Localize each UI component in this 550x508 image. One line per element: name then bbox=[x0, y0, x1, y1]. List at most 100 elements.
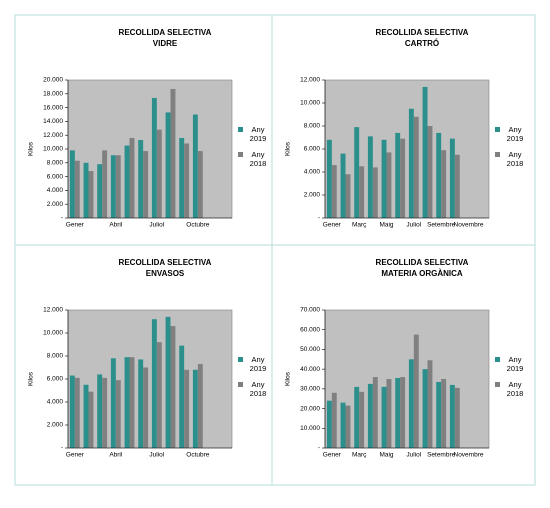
bar bbox=[129, 357, 135, 448]
bar bbox=[74, 377, 80, 448]
bar bbox=[359, 166, 365, 218]
y-axis-label: Kilos bbox=[28, 141, 35, 156]
y-tick-label: 6.000 bbox=[304, 146, 321, 153]
legend-label: Any 2018 bbox=[506, 150, 524, 168]
bar bbox=[138, 140, 144, 218]
bar bbox=[156, 342, 162, 448]
y-tick-label: 2.000 bbox=[47, 201, 64, 208]
bar bbox=[408, 359, 414, 448]
plot-area bbox=[324, 79, 490, 219]
bar bbox=[143, 151, 149, 218]
bar bbox=[192, 369, 198, 448]
chart-subtitle: VIDRE bbox=[153, 39, 178, 48]
bar bbox=[400, 377, 406, 448]
bar bbox=[83, 162, 89, 218]
y-tick-label: - bbox=[61, 215, 63, 222]
legend-label: Any 2019 bbox=[249, 355, 267, 373]
chart-title: RECOLLIDA SELECTIVA bbox=[119, 28, 212, 37]
y-tick-label: - bbox=[61, 445, 63, 452]
bar bbox=[97, 164, 103, 218]
bar bbox=[449, 138, 455, 218]
legend-swatch bbox=[238, 357, 243, 362]
bar bbox=[413, 116, 419, 218]
x-tick-label: Octubre bbox=[186, 452, 210, 459]
y-tick-label: 60.000 bbox=[300, 326, 320, 333]
bar bbox=[184, 369, 190, 448]
legend-label: Any 2018 bbox=[249, 150, 267, 168]
x-tick-label: Juliol bbox=[406, 452, 421, 459]
bar bbox=[192, 114, 198, 218]
bar bbox=[83, 384, 89, 448]
bar bbox=[143, 367, 149, 448]
bar bbox=[197, 151, 203, 218]
y-axis-label: Kilos bbox=[285, 141, 292, 156]
bar bbox=[326, 400, 332, 448]
plot-area bbox=[67, 309, 233, 449]
bar bbox=[151, 319, 157, 448]
y-tick-label: 10.000 bbox=[300, 100, 320, 107]
y-tick-label: 2.000 bbox=[304, 192, 321, 199]
bar bbox=[69, 150, 75, 218]
bar bbox=[97, 374, 103, 448]
x-tick-label: Novembre bbox=[454, 452, 484, 459]
y-tick-label: 4.000 bbox=[304, 169, 321, 176]
x-tick-label: Gener bbox=[66, 452, 85, 459]
y-tick-label: - bbox=[318, 445, 320, 452]
chart-subtitle: MATERIA ORGÀNICA bbox=[381, 269, 463, 278]
bar bbox=[345, 174, 351, 218]
legend-entry: Any 2018 bbox=[507, 380, 524, 398]
bar bbox=[138, 359, 144, 448]
y-tick-label: 30.000 bbox=[300, 386, 320, 393]
y-tick-label: 2.000 bbox=[47, 422, 64, 429]
bar bbox=[115, 155, 121, 218]
x-tick-label: Juliol bbox=[149, 222, 164, 229]
bar bbox=[413, 334, 419, 448]
bar bbox=[69, 375, 75, 448]
x-tick-label: Març bbox=[352, 452, 367, 459]
bar bbox=[400, 138, 406, 218]
bar bbox=[115, 380, 121, 448]
bar bbox=[88, 391, 94, 448]
bar bbox=[408, 108, 414, 218]
bar bbox=[170, 326, 176, 448]
x-tick-label: Gener bbox=[323, 452, 342, 459]
bar bbox=[381, 386, 387, 448]
bar bbox=[184, 143, 190, 218]
bar bbox=[436, 381, 442, 448]
y-tick-label: 16.000 bbox=[43, 104, 63, 111]
chart-title: RECOLLIDA SELECTIVA bbox=[376, 28, 469, 37]
bar bbox=[395, 378, 401, 448]
bar bbox=[156, 129, 162, 218]
x-tick-label: Març bbox=[352, 222, 367, 229]
bar bbox=[354, 386, 360, 448]
bar bbox=[372, 377, 378, 448]
y-tick-label: 8.000 bbox=[47, 353, 64, 360]
y-tick-label: 4.000 bbox=[47, 187, 64, 194]
legend-swatch bbox=[238, 152, 243, 157]
bar bbox=[179, 137, 185, 218]
bar bbox=[386, 152, 392, 218]
y-tick-label: 14.000 bbox=[43, 118, 63, 125]
legend-label: Any 2018 bbox=[249, 380, 267, 398]
chart-subtitle: CARTRÓ bbox=[405, 39, 439, 48]
bar bbox=[354, 127, 360, 218]
y-tick-label: 8.000 bbox=[47, 160, 64, 167]
x-tick-label: Abril bbox=[109, 222, 123, 229]
bar bbox=[179, 345, 185, 448]
bar bbox=[170, 88, 176, 218]
bar bbox=[165, 112, 171, 218]
legend-label: Any 2019 bbox=[506, 125, 524, 143]
legend-label: Any 2019 bbox=[249, 125, 267, 143]
x-tick-label: Maig bbox=[379, 452, 393, 459]
bar bbox=[124, 357, 130, 448]
bar bbox=[454, 154, 460, 218]
y-tick-label: 8.000 bbox=[304, 123, 321, 130]
bar bbox=[124, 145, 130, 218]
bar bbox=[367, 383, 373, 448]
legend-entry: Any 2019 bbox=[249, 355, 267, 373]
legend-swatch bbox=[495, 382, 500, 387]
y-tick-label: 70.000 bbox=[300, 307, 320, 314]
y-tick-label: 10.000 bbox=[43, 146, 63, 153]
legend-entry: Any 2018 bbox=[506, 150, 524, 168]
bar bbox=[436, 132, 442, 218]
